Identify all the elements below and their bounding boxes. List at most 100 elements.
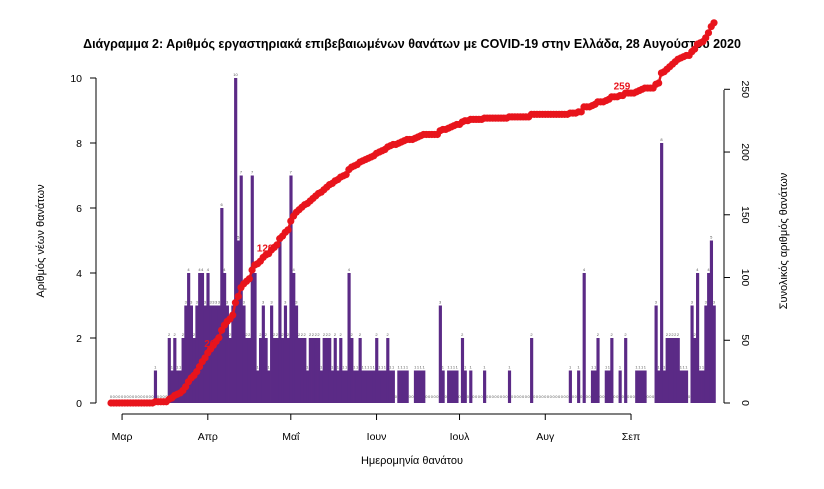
bar [386,338,390,403]
bar-value-label: 0 [121,394,124,399]
bar-value-label: 1 [320,365,323,370]
bar [698,370,702,403]
bar [272,338,276,403]
bar-value-label: 0 [616,394,619,399]
bar [173,338,177,403]
bar [231,305,235,403]
bar [355,370,359,403]
bar-value-label: 0 [646,394,649,399]
bar-value-label: 3 [713,300,716,305]
bar-value-label: 2 [304,332,307,337]
bar [317,338,321,403]
bar-value-label: 1 [356,365,359,370]
bar-value-label: 0 [162,394,165,399]
bar-value-label: 0 [558,394,561,399]
bar-value-label: 0 [160,394,163,399]
bar-value-label: 2 [669,332,672,337]
bar [250,175,254,403]
bar [668,338,672,403]
bar-value-label: 0 [431,394,434,399]
bar [596,338,600,403]
bar-value-label: 0 [536,394,539,399]
bar-value-label: 4 [292,267,295,272]
bar-value-label: 0 [146,394,149,399]
bar-value-label: 1 [362,365,365,370]
cumulative-point [655,79,663,87]
bar-value-label: 4 [187,267,190,272]
bar-value-label: 0 [522,394,525,399]
bar [200,273,205,403]
x-tick-label: Σεπ [622,431,640,443]
bar-value-label: 0 [118,394,121,399]
bar-value-label: 0 [138,394,141,399]
bar [416,370,420,403]
bar [673,338,678,403]
bar-value-label: 1 [392,365,395,370]
bar-value-label: 0 [547,394,550,399]
bar-value-label: 1 [644,365,647,370]
bar-value-label: 0 [630,394,633,399]
bar [419,370,423,403]
bar [225,305,229,403]
bar [167,338,171,403]
bar [709,240,714,403]
bar-value-label: 7 [240,170,243,175]
bar-value-label: 5 [237,235,240,240]
bar [422,370,426,403]
bar [369,370,373,403]
bar-value-label: 2 [597,332,600,337]
bar [449,370,454,403]
cumulative-point [710,19,718,27]
y-axis-left-label: Αριθμός νέων θανάτων [35,184,47,298]
bar-value-label: 1 [306,365,309,370]
bar-value-label: 1 [353,365,356,370]
bar-value-label: 1 [417,365,420,370]
bar [375,338,379,403]
bar-value-label: 1 [378,365,381,370]
bar-value-label: 3 [295,300,298,305]
bar-value-label: 2 [323,332,326,337]
bar [590,370,595,403]
bar-value-label: 2 [168,332,171,337]
bar [325,338,329,403]
bar [400,370,404,403]
bar-value-label: 1 [179,365,182,370]
bar [245,338,249,403]
bar [314,338,318,403]
bar-value-label: 0 [503,394,506,399]
bar-value-label: 2 [281,332,284,337]
bar [391,370,395,403]
bar-value-label: 1 [483,365,486,370]
bar [662,370,666,403]
bar [198,273,202,403]
bar [264,338,268,403]
bar-value-label: 1 [605,365,608,370]
bar [463,370,467,403]
bar [469,370,473,403]
bar-value-label: 1 [403,365,406,370]
bar-value-label: 1 [680,365,683,370]
bar-value-label: 1 [442,365,445,370]
cumulative-point [234,292,242,300]
bar-value-label: 3 [691,300,694,305]
bar-value-label: 2 [677,332,680,337]
bar-value-label: 2 [611,332,614,337]
bar-value-label: 1 [447,365,450,370]
bar-value-label: 4 [207,267,210,272]
bar-value-label: 3 [209,300,212,305]
bar-value-label: 2 [386,332,389,337]
x-tick-label: Μαΐ [282,431,300,443]
bar-value-label: 3 [284,300,287,305]
bar-value-label: 1 [608,365,611,370]
bar [372,370,376,403]
bar-value-label: 1 [420,365,423,370]
bar [402,370,406,403]
bar [211,305,216,403]
bar-value-label: 0 [497,394,500,399]
bar-value-label: 2 [174,332,177,337]
bar [568,370,572,403]
bar [530,338,534,403]
bar-value-label: 0 [486,394,489,399]
bar-value-label: 1 [453,365,456,370]
